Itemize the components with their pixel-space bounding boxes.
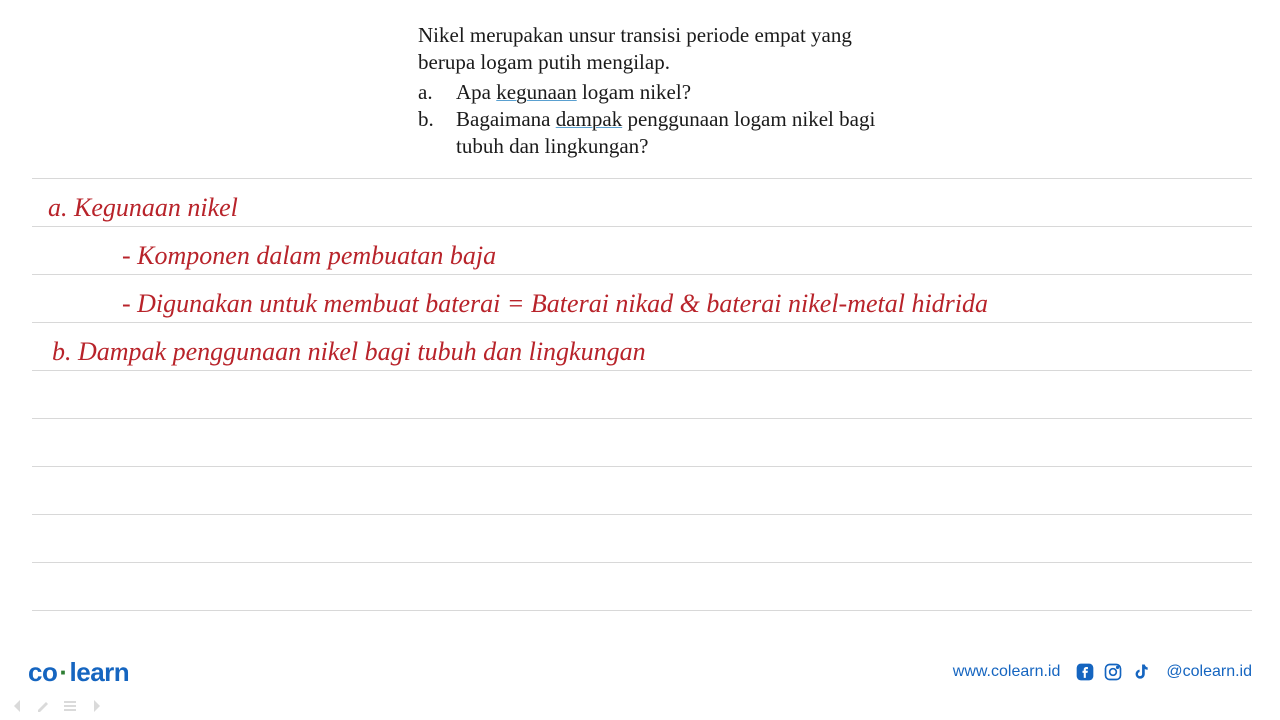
question-intro: Nikel merupakan unsur transisi periode e…	[418, 22, 878, 77]
question-list: a. Apa kegunaan logam nikel? b. Bagaiman…	[418, 79, 878, 161]
question-text-a: Apa kegunaan logam nikel?	[456, 79, 878, 106]
question-letter-a: a.	[418, 79, 456, 106]
q-b-underlined: dampak	[556, 107, 622, 131]
ruled-line	[32, 514, 1252, 562]
question-item-a: a. Apa kegunaan logam nikel?	[418, 79, 878, 106]
website-url: www.colearn.id	[953, 663, 1061, 681]
ruled-line	[32, 466, 1252, 514]
list-icon[interactable]	[62, 698, 78, 714]
answer-a-item-1: - Komponen dalam pembuatan baja	[122, 240, 496, 271]
q-a-underlined: kegunaan	[496, 80, 576, 104]
instagram-icon	[1102, 661, 1124, 683]
ruled-line	[32, 370, 1252, 418]
brand-logo: co·learn	[28, 657, 129, 688]
footer: co·learn www.colearn.id @colearn.id	[0, 652, 1280, 692]
tiktok-icon	[1130, 661, 1152, 683]
q-b-before: Bagaimana	[456, 107, 556, 131]
question-letter-b: b.	[418, 106, 456, 133]
question-text-b: Bagaimana dampak penggunaan logam nikel …	[456, 106, 878, 161]
answer-b-heading: b. Dampak penggunaan nikel bagi tubuh da…	[52, 336, 646, 367]
logo-learn: learn	[70, 657, 130, 687]
logo-co: co	[28, 657, 57, 687]
prev-icon[interactable]	[10, 698, 26, 714]
question-item-b: b. Bagaimana dampak penggunaan logam nik…	[418, 106, 878, 161]
player-controls	[10, 698, 104, 714]
next-icon[interactable]	[88, 698, 104, 714]
edit-icon[interactable]	[36, 698, 52, 714]
logo-dot: ·	[57, 657, 69, 687]
social-icons	[1074, 661, 1152, 683]
social-handle: @colearn.id	[1166, 663, 1252, 681]
q-a-before: Apa	[456, 80, 496, 104]
lined-paper-area: a. Kegunaan nikel - Komponen dalam pembu…	[32, 178, 1252, 658]
q-a-after: logam nikel?	[577, 80, 691, 104]
ruled-line	[32, 418, 1252, 466]
ruled-line	[32, 562, 1252, 610]
facebook-icon	[1074, 661, 1096, 683]
answer-a-item-2: - Digunakan untuk membuat baterai = Bate…	[122, 288, 988, 319]
answer-a-heading: a. Kegunaan nikel	[48, 192, 238, 223]
footer-right: www.colearn.id @colearn.id	[953, 661, 1252, 683]
ruled-line	[32, 610, 1252, 658]
question-block: Nikel merupakan unsur transisi periode e…	[418, 22, 878, 160]
